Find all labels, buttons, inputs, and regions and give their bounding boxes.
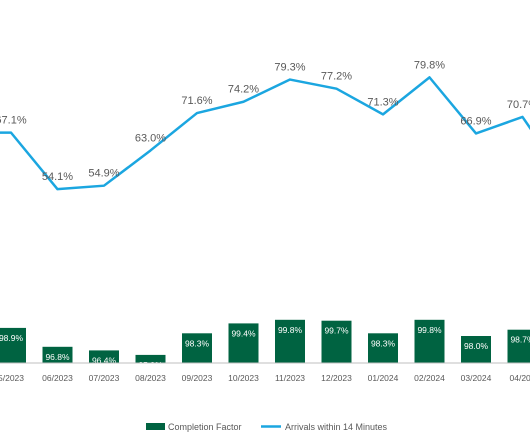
line-series: 67.1% 54.1% 54.9% 63.0% 71.6% 74.2% 79.3% 77.2%… [0,59,530,191]
line-data-label: 67.1% [0,115,27,127]
x-tick-label: 08/2023 [135,373,166,383]
x-tick-label: 01/2024 [368,373,399,383]
bar-data-label: 99.4% [231,328,256,338]
x-tick-label: 12/2023 [321,373,352,383]
x-tick-label: 09/2023 [182,373,213,383]
bar-11-2023 [275,319,305,363]
line-data-label: 77.2% [321,71,352,83]
x-tick-label: 07/2023 [89,373,120,383]
bar-02-2024 [414,319,445,363]
bar-data-label: 98.3% [371,338,396,348]
line-data-label: 66.9% [460,115,491,127]
x-tick-label: 04/202 [510,373,530,383]
bar-data-label: 96.8% [45,352,70,362]
bar-10-2023 [228,323,259,363]
legend-label-arrivals: Arrivals within 14 Minutes [285,422,388,432]
x-tick-label: 03/2024 [461,373,492,383]
line-data-label: 74.2% [228,84,259,96]
bar-data-label: 98.0% [464,341,489,351]
bar-data-label: 99.8% [278,325,303,335]
x-tick-label: 06/2023 [42,373,73,383]
line-data-label: 70.7% [507,99,530,111]
line-data-label: 54.1% [42,171,73,183]
bar-07-2023 [89,350,119,363]
legend-marker-completion-factor [146,423,165,430]
bar-series: 98.9% 96.8% 96.4% 95.9% 98.3% 99.4% 99.8% 99.7%… [0,319,530,370]
x-tick-label: 10/2023 [228,373,259,383]
line-data-label: 79.8% [414,59,445,71]
bar-06-2023 [42,346,73,363]
line-data-label: 63.0% [135,132,166,144]
line-data-label: 79.3% [274,62,305,74]
line-data-label: 54.9% [88,168,119,180]
bar-data-label: 99.8% [417,325,442,335]
bar-data-label: 99.7% [324,326,349,336]
line-arrivals-within-14-minutes [0,76,530,191]
line-data-label: 71.6% [181,95,212,107]
x-tick-label: 5/2023 [0,373,24,383]
bar-08-2023 [135,354,166,363]
legend-label-completion-factor: Completion Factor [168,422,242,432]
bar-data-label: 98.7% [510,335,530,345]
bar-01-2024 [368,333,398,363]
bar-09-2023 [182,333,212,363]
line-data-label: 71.3% [367,96,398,108]
legend: Completion Factor Arrivals within 14 Min… [146,422,388,432]
bar-12-2023 [321,320,352,363]
bar-data-label: 98.9% [0,333,23,343]
x-tick-label: 11/2023 [275,373,305,383]
bar-05-2023 [0,327,26,363]
bar-04-2024 [507,329,530,363]
bar-data-label: 96.4% [92,355,117,365]
bar-data-label: 98.3% [185,338,210,348]
bar-03-2024 [461,336,491,363]
x-axis-tick-labels: 5/2023 06/2023 07/2023 08/2023 09/2023 10/202… [0,373,530,383]
bar-data-label: 95.9% [138,360,163,370]
x-tick-label: 02/2024 [414,373,445,383]
